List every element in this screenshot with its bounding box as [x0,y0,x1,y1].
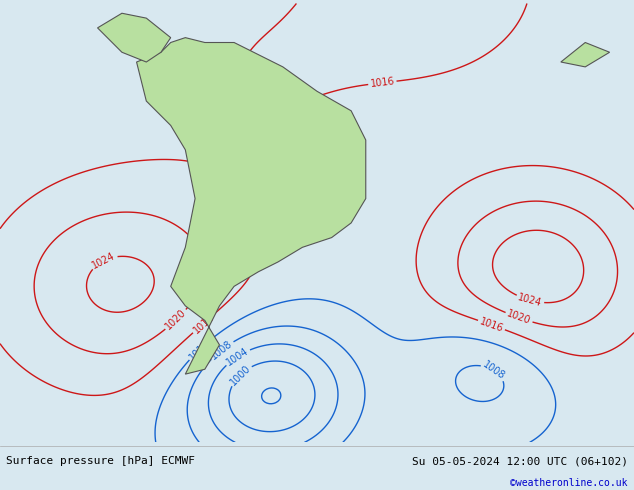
Text: 1000: 1000 [228,363,252,387]
Text: 1008: 1008 [481,360,507,382]
Text: 1016: 1016 [478,316,505,334]
Text: 1024: 1024 [517,292,543,308]
Text: 1020: 1020 [164,308,188,332]
Text: 1008: 1008 [209,339,235,362]
Text: Surface pressure [hPa] ECMWF: Surface pressure [hPa] ECMWF [6,456,195,466]
Text: Su 05-05-2024 12:00 UTC (06+102): Su 05-05-2024 12:00 UTC (06+102) [411,456,628,466]
Text: 1016: 1016 [370,76,395,89]
Text: 1024: 1024 [91,250,117,271]
Polygon shape [136,38,366,374]
Text: 1016: 1016 [191,312,216,335]
Polygon shape [98,13,171,62]
Text: 1004: 1004 [224,345,250,368]
Text: 1012: 1012 [187,338,212,362]
Text: 1020: 1020 [506,309,532,326]
Polygon shape [561,43,610,67]
Text: ©weatheronline.co.uk: ©weatheronline.co.uk [510,478,628,489]
